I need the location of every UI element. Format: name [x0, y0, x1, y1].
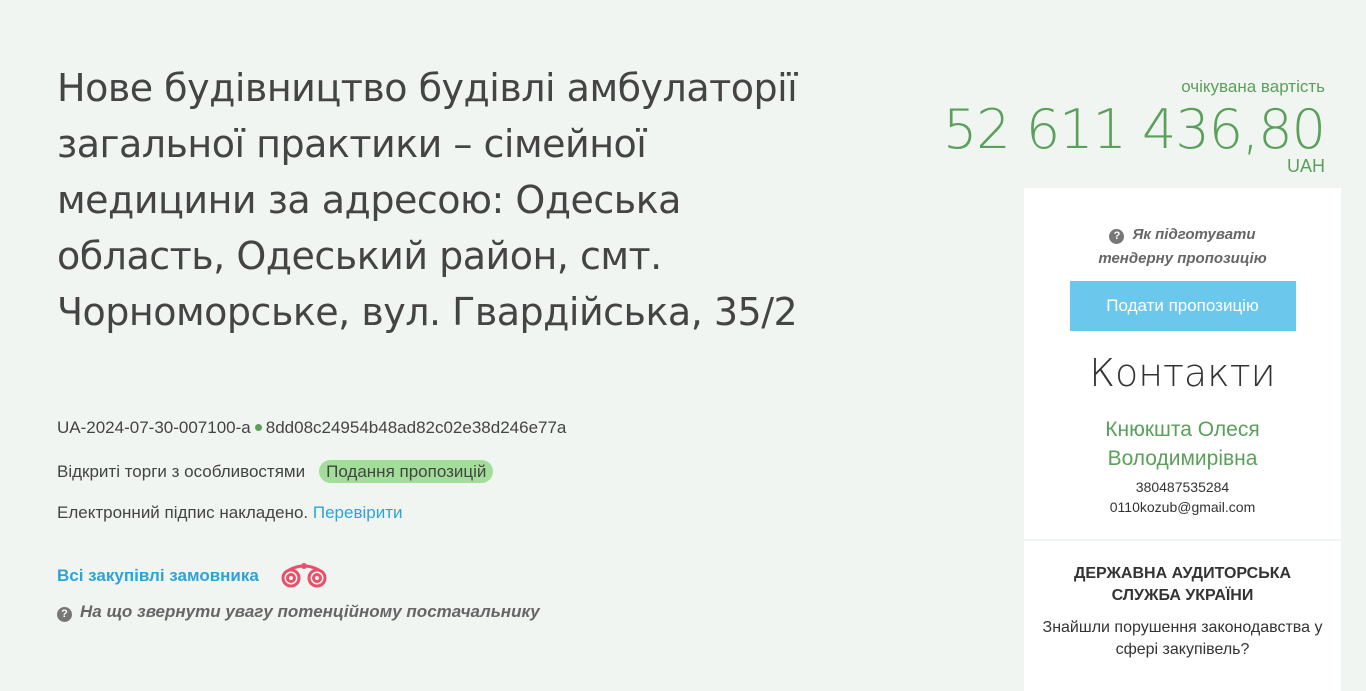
page-title: Нове будівництво будівлі амбулаторії заг…	[57, 66, 798, 334]
tender-id: UA-2024-07-30-007100-a	[57, 418, 251, 437]
attention-link[interactable]: На що звернути увагу потенційному постач…	[80, 602, 540, 621]
audit-text: Знайшли порушення законодавства у сфері …	[1042, 619, 1323, 658]
tender-ids: UA-2024-07-30-007100-a 8dd08c24954b48ad82…	[57, 418, 566, 438]
contact-email: 0110kozub@gmail.com	[1109, 499, 1256, 515]
dot-icon	[254, 424, 262, 431]
attention-row[interactable]: ? На що звернути увагу потенційному поста…	[57, 602, 540, 622]
procedure-row: Відкриті торги з особливостями Подання пр…	[57, 460, 494, 483]
contacts-title: Контакти	[1089, 351, 1276, 395]
status-badge: Подання пропозицій	[319, 460, 494, 483]
contact-phone: 380487535284	[1135, 479, 1230, 495]
signature-text: Електронний підпис накладено.	[57, 503, 309, 522]
howto-text: Як підготувати тендерну пропозицію	[1098, 226, 1267, 267]
question-icon: ?	[1109, 229, 1125, 244]
side-panel: ? Як підготувати тендерну пропозицію Пода…	[1024, 188, 1341, 691]
price-amount: 52 611 436,80	[942, 98, 1326, 161]
tender-hash: 8dd08c24954b48ad82c02e38d246e77a	[265, 418, 567, 437]
procedure-type: Відкриті торги з особливостями	[57, 462, 306, 481]
audit-title: ДЕРЖАВНА АУДИТОРСЬКА СЛУЖБА УКРАЇНИ	[1073, 565, 1292, 604]
audit-section: ДЕРЖАВНА АУДИТОРСЬКА СЛУЖБА УКРАЇНИ Знай…	[1024, 539, 1341, 661]
submit-proposal-button[interactable]: Подати пропозицію	[1069, 281, 1296, 331]
price-label: очікувана вартість	[1181, 77, 1325, 96]
verify-link[interactable]: Перевірити	[312, 503, 403, 522]
binoculars-icon[interactable]	[279, 562, 329, 590]
price-currency: UAH	[1286, 156, 1325, 176]
contact-name: Кнюкшта Олеся Володимирівна	[1105, 418, 1260, 470]
question-icon: ?	[57, 607, 72, 622]
all-purchases-link[interactable]: Всі закупівлі замовника	[57, 566, 259, 585]
signature-row: Електронний підпис накладено. Перевірити	[57, 503, 403, 523]
howto-link[interactable]: ? Як підготувати тендерну пропозицію	[1074, 223, 1291, 271]
purchases-row: Всі закупівлі замовника	[57, 562, 329, 590]
